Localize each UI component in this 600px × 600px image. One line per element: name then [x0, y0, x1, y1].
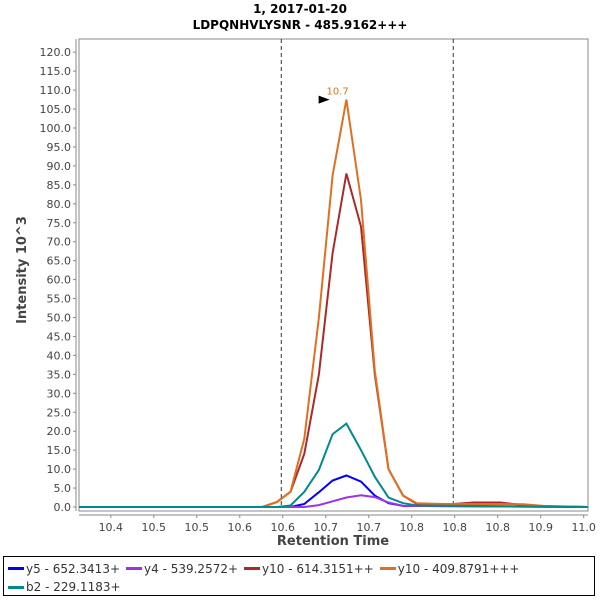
y-tick-label: 15.0	[47, 444, 72, 457]
y-tick-label: 30.0	[47, 387, 72, 400]
chart-title: 1, 2017-01-20	[253, 2, 347, 16]
y-tick-label: 85.0	[47, 179, 72, 192]
y-tick-label: 0.0	[54, 501, 72, 514]
plot-area	[78, 38, 589, 512]
y-axis-label: Intensity 10^3	[15, 216, 30, 324]
x-tick-label: 10.8	[399, 521, 424, 534]
legend-item: y10 - 614.3151++	[244, 560, 374, 578]
y-tick-label: 45.0	[47, 330, 72, 343]
y-tick-label: 75.0	[47, 217, 72, 230]
y-tick-label: 70.0	[47, 236, 72, 249]
legend-label: b2 - 229.1183+	[26, 580, 121, 594]
legend: y5 - 652.3413+ y4 - 539.2572+ y10 - 614.31…	[3, 556, 595, 596]
series-line	[79, 494, 589, 508]
y-tick-label: 35.0	[47, 368, 72, 381]
y-tick-label: 5.0	[54, 482, 72, 495]
legend-swatch	[379, 567, 396, 570]
legend-swatch	[244, 567, 261, 570]
chart-plot: Intensity 10^3 Retention Time 0.0 5.0 10.0…	[15, 38, 596, 549]
legend-item: y10 - 409.8791+++	[379, 560, 520, 578]
y-tick-label: 40.0	[47, 349, 72, 362]
x-tick-label: 10.8	[485, 521, 510, 534]
x-tick-label: 11.0	[571, 521, 596, 534]
peak-marker-icon	[318, 95, 330, 104]
x-tick-label: 10.9	[528, 521, 553, 534]
legend-item: b2 - 229.1183+	[8, 578, 121, 596]
x-tick-label: 10.5	[185, 521, 210, 534]
y-tick-label: 115.0	[40, 65, 72, 78]
series-line	[79, 99, 589, 508]
y-tick-label: 90.0	[47, 160, 72, 173]
legend-label: y4 - 539.2572+	[144, 561, 239, 576]
x-tick-label: 10.6	[228, 521, 253, 534]
x-tick-label: 10.7	[357, 521, 382, 534]
y-tick-label: 65.0	[47, 255, 72, 268]
y-tick-label: 50.0	[47, 312, 72, 325]
legend-swatch	[8, 585, 24, 589]
y-tick-label: 120.0	[40, 46, 72, 59]
x-axis-label: Retention Time	[277, 534, 389, 549]
legend-item: y5 - 652.3413+	[8, 560, 120, 578]
y-tick-label: 100.0	[40, 122, 72, 135]
legend-label: y5 - 652.3413+	[26, 561, 121, 576]
y-tick-label: 20.0	[47, 425, 72, 438]
y-tick-label: 105.0	[40, 103, 72, 116]
legend-swatch	[8, 567, 24, 570]
y-tick-label: 110.0	[40, 84, 72, 97]
x-tick-label: 10.5	[142, 521, 167, 534]
y-tick-label: 95.0	[47, 141, 72, 154]
x-tick-label: 10.4	[99, 521, 124, 534]
peak-annotation: 10.7	[327, 87, 349, 98]
y-tick-label: 25.0	[47, 406, 72, 419]
legend-swatch	[126, 567, 143, 570]
y-tick-label: 10.0	[47, 463, 72, 476]
y-tick-label: 80.0	[47, 198, 72, 211]
series-line	[79, 422, 589, 508]
x-tick-label: 10.8	[442, 521, 467, 534]
y-tick-label: 60.0	[47, 274, 72, 287]
y-tick-label: 55.0	[47, 293, 72, 306]
legend-label: y10 - 409.8791+++	[397, 561, 520, 576]
legend-label: y10 - 614.3151++	[262, 561, 374, 576]
legend-item: y4 - 539.2572+	[126, 560, 238, 578]
chart-subtitle: LDPQNHVLYSNR - 485.9162+++	[192, 18, 408, 32]
x-tick-label: 10.7	[314, 521, 339, 534]
x-tick-label: 10.6	[271, 521, 296, 534]
